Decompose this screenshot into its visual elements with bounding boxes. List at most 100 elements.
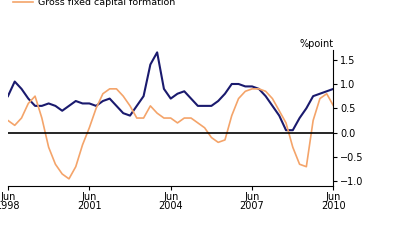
Final consumption expenditure	[94, 104, 98, 107]
Final consumption expenditure	[162, 87, 166, 90]
Gross fixed capital formation	[39, 117, 44, 119]
Final consumption expenditure	[141, 95, 146, 98]
Gross fixed capital formation	[141, 117, 146, 119]
Final consumption expenditure	[80, 102, 85, 105]
Gross fixed capital formation	[6, 119, 10, 122]
Final consumption expenditure	[236, 83, 241, 85]
Gross fixed capital formation	[114, 87, 119, 90]
Gross fixed capital formation	[148, 104, 153, 107]
Gross fixed capital formation	[243, 90, 248, 93]
Final consumption expenditure	[175, 92, 180, 95]
Gross fixed capital formation	[256, 87, 261, 90]
Final consumption expenditure	[283, 129, 288, 132]
Gross fixed capital formation	[168, 117, 173, 119]
Final consumption expenditure	[155, 51, 160, 54]
Final consumption expenditure	[135, 104, 139, 107]
Gross fixed capital formation	[46, 146, 51, 149]
Final consumption expenditure	[168, 97, 173, 100]
Final consumption expenditure	[277, 114, 281, 117]
Final consumption expenditure	[87, 102, 92, 105]
Final consumption expenditure	[243, 85, 248, 88]
Gross fixed capital formation	[80, 143, 85, 146]
Line: Gross fixed capital formation: Gross fixed capital formation	[8, 89, 333, 179]
Gross fixed capital formation	[127, 104, 132, 107]
Gross fixed capital formation	[73, 165, 78, 168]
Gross fixed capital formation	[324, 92, 329, 95]
Gross fixed capital formation	[195, 121, 200, 124]
Final consumption expenditure	[127, 114, 132, 117]
Gross fixed capital formation	[223, 138, 227, 141]
Final consumption expenditure	[270, 104, 275, 107]
Gross fixed capital formation	[209, 136, 214, 139]
Text: %point: %point	[299, 39, 333, 49]
Gross fixed capital formation	[189, 117, 193, 119]
Final consumption expenditure	[60, 109, 65, 112]
Gross fixed capital formation	[236, 97, 241, 100]
Final consumption expenditure	[189, 97, 193, 100]
Line: Final consumption expenditure: Final consumption expenditure	[8, 52, 333, 130]
Gross fixed capital formation	[12, 124, 17, 127]
Gross fixed capital formation	[283, 121, 288, 124]
Gross fixed capital formation	[155, 112, 160, 115]
Final consumption expenditure	[6, 95, 10, 98]
Gross fixed capital formation	[263, 90, 268, 93]
Gross fixed capital formation	[270, 97, 275, 100]
Final consumption expenditure	[324, 90, 329, 93]
Final consumption expenditure	[67, 104, 71, 107]
Final consumption expenditure	[39, 104, 44, 107]
Final consumption expenditure	[263, 95, 268, 98]
Final consumption expenditure	[107, 97, 112, 100]
Gross fixed capital formation	[107, 87, 112, 90]
Gross fixed capital formation	[87, 126, 92, 129]
Gross fixed capital formation	[175, 121, 180, 124]
Gross fixed capital formation	[318, 97, 322, 100]
Gross fixed capital formation	[331, 104, 336, 107]
Gross fixed capital formation	[290, 146, 295, 149]
Final consumption expenditure	[121, 112, 125, 115]
Gross fixed capital formation	[250, 87, 254, 90]
Final consumption expenditure	[46, 102, 51, 105]
Final consumption expenditure	[209, 104, 214, 107]
Final consumption expenditure	[223, 92, 227, 95]
Gross fixed capital formation	[67, 178, 71, 180]
Gross fixed capital formation	[277, 109, 281, 112]
Final consumption expenditure	[202, 104, 207, 107]
Gross fixed capital formation	[162, 117, 166, 119]
Gross fixed capital formation	[33, 95, 37, 98]
Gross fixed capital formation	[26, 102, 31, 105]
Final consumption expenditure	[229, 83, 234, 85]
Gross fixed capital formation	[60, 173, 65, 175]
Final consumption expenditure	[318, 92, 322, 95]
Gross fixed capital formation	[216, 141, 221, 144]
Final consumption expenditure	[195, 104, 200, 107]
Gross fixed capital formation	[304, 165, 309, 168]
Final consumption expenditure	[250, 85, 254, 88]
Gross fixed capital formation	[121, 95, 125, 98]
Final consumption expenditure	[114, 104, 119, 107]
Final consumption expenditure	[33, 104, 37, 107]
Final consumption expenditure	[26, 97, 31, 100]
Gross fixed capital formation	[135, 117, 139, 119]
Final consumption expenditure	[148, 63, 153, 66]
Final consumption expenditure	[256, 87, 261, 90]
Gross fixed capital formation	[182, 117, 187, 119]
Final consumption expenditure	[12, 80, 17, 83]
Gross fixed capital formation	[202, 126, 207, 129]
Final consumption expenditure	[100, 100, 105, 102]
Legend: Final consumption expenditure, Gross fixed capital formation: Final consumption expenditure, Gross fix…	[13, 0, 185, 7]
Final consumption expenditure	[290, 129, 295, 132]
Gross fixed capital formation	[297, 163, 302, 166]
Final consumption expenditure	[73, 100, 78, 102]
Gross fixed capital formation	[100, 92, 105, 95]
Final consumption expenditure	[182, 90, 187, 93]
Final consumption expenditure	[331, 87, 336, 90]
Final consumption expenditure	[304, 107, 309, 110]
Final consumption expenditure	[216, 100, 221, 102]
Gross fixed capital formation	[53, 163, 58, 166]
Final consumption expenditure	[53, 104, 58, 107]
Gross fixed capital formation	[311, 119, 316, 122]
Gross fixed capital formation	[229, 114, 234, 117]
Final consumption expenditure	[311, 95, 316, 98]
Final consumption expenditure	[297, 117, 302, 119]
Final consumption expenditure	[19, 87, 24, 90]
